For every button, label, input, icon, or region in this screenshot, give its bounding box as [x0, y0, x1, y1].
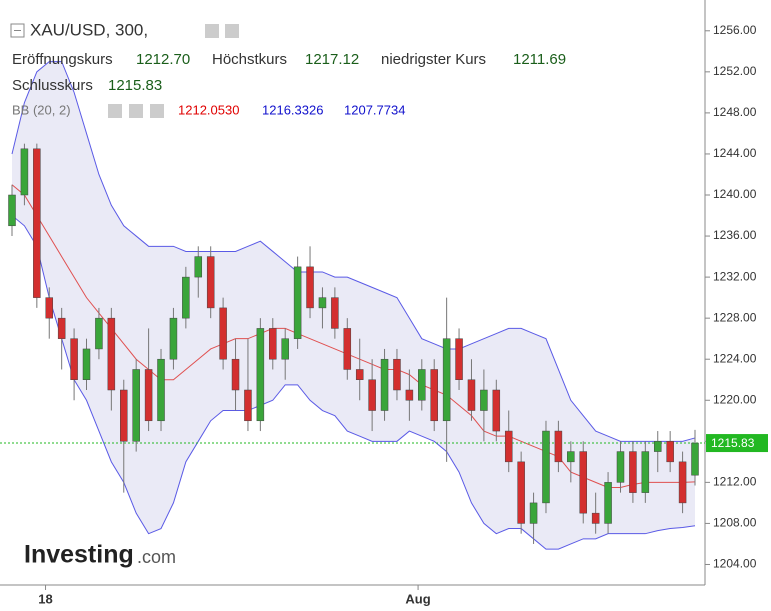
y-tick-label: 1256.00	[713, 23, 757, 37]
candle-body	[653, 441, 662, 452]
candle-body	[182, 276, 190, 319]
close-value: 1215.83	[108, 77, 162, 94]
band-line	[11, 61, 696, 442]
y-tick-label: 1244.00	[713, 146, 757, 160]
indicator-value: 1212.0530	[178, 102, 239, 117]
high-label: Höchstkurs	[212, 51, 287, 68]
candle-body	[82, 348, 91, 380]
last-price-label: 1215.83	[711, 436, 755, 450]
candle-body	[579, 451, 587, 514]
candle-body	[281, 338, 289, 360]
candle-body	[418, 369, 426, 401]
candle-body	[641, 451, 650, 493]
candle-body	[45, 297, 54, 319]
candle-body	[380, 358, 389, 411]
candle-body	[70, 338, 78, 380]
candle-body	[480, 389, 488, 411]
candle-body	[157, 358, 165, 422]
y-tick-label: 1236.00	[713, 228, 757, 242]
candle-body	[144, 369, 153, 422]
open-label: Eröffnungskurs	[12, 51, 113, 68]
candle-body	[95, 317, 103, 350]
candle-body	[57, 317, 66, 339]
candle-body	[107, 317, 116, 391]
candle-body	[20, 148, 29, 196]
y-tick-label: 1252.00	[713, 64, 757, 78]
candle-body	[542, 430, 550, 504]
last-price-box	[706, 434, 768, 453]
candle-body	[194, 256, 203, 278]
close-label: Schlusskurs	[12, 77, 93, 94]
candle-body	[554, 430, 563, 463]
indicator-close-icon[interactable]	[150, 104, 164, 118]
indicator-settings-icon[interactable]	[129, 104, 143, 118]
candle-body	[393, 358, 401, 391]
logo-suffix: .com	[137, 547, 176, 567]
candle-body	[206, 256, 215, 309]
candle-body	[567, 451, 575, 463]
candle-body	[343, 328, 352, 370]
candle-body	[269, 328, 277, 360]
candle-body	[244, 389, 252, 422]
y-tick-label: 1224.00	[713, 351, 757, 365]
candle-body	[132, 369, 140, 442]
candle-body	[492, 389, 501, 432]
settings-icon[interactable]	[225, 24, 239, 38]
candle-body	[331, 297, 339, 329]
candle-body	[504, 430, 513, 463]
x-tick-label: 18	[38, 591, 52, 606]
candle-body	[355, 369, 364, 380]
candle-body	[442, 338, 451, 422]
candle-body	[629, 451, 637, 493]
indicator-value: 1216.3326	[262, 102, 323, 117]
candle-body	[430, 369, 438, 422]
candle-body	[368, 379, 376, 411]
y-tick-label: 1208.00	[713, 516, 757, 530]
low-label: niedrigster Kurs	[381, 51, 486, 68]
candle-body	[33, 148, 41, 298]
band-line	[11, 215, 696, 550]
y-tick-label: 1240.00	[713, 187, 757, 201]
x-tick-label: Aug	[405, 591, 430, 606]
candle-body	[529, 502, 538, 524]
open-value: 1212.70	[136, 51, 190, 68]
candle-body	[604, 482, 612, 524]
candle-body	[306, 266, 314, 309]
candle-body	[318, 297, 327, 309]
y-tick-label: 1248.00	[713, 105, 757, 119]
candle-body	[517, 461, 525, 524]
candle-body	[8, 194, 16, 227]
y-tick-label: 1228.00	[713, 310, 757, 324]
candle-body	[666, 441, 674, 463]
candle-body	[231, 358, 240, 391]
candle-body	[678, 461, 687, 504]
indicator-name: BB (20, 2)	[12, 102, 71, 117]
band-fill	[12, 61, 695, 550]
candle-body	[120, 389, 128, 442]
candle-body	[691, 442, 699, 476]
y-tick-label: 1212.00	[713, 475, 757, 489]
candle-body	[219, 307, 227, 360]
candle-body	[293, 266, 302, 339]
candle-body	[591, 512, 600, 524]
candle-body	[169, 317, 178, 360]
plot-area	[0, 61, 705, 550]
candle-body	[405, 389, 414, 401]
y-tick-label: 1220.00	[713, 392, 757, 406]
high-value: 1217.12	[305, 51, 359, 68]
chart-title: XAU/USD, 300,	[30, 20, 148, 39]
eye-icon[interactable]	[205, 24, 219, 38]
indicator-value: 1207.7734	[344, 102, 405, 117]
indicator-eye-icon[interactable]	[108, 104, 122, 118]
candle-body	[467, 379, 476, 411]
candle-body	[256, 328, 265, 422]
y-tick-label: 1204.00	[713, 557, 757, 571]
low-value: 1211.69	[513, 51, 566, 68]
candle-body	[616, 451, 625, 483]
candle-body	[455, 338, 463, 380]
y-tick-label: 1232.00	[713, 269, 757, 283]
logo: Investing	[24, 541, 134, 569]
